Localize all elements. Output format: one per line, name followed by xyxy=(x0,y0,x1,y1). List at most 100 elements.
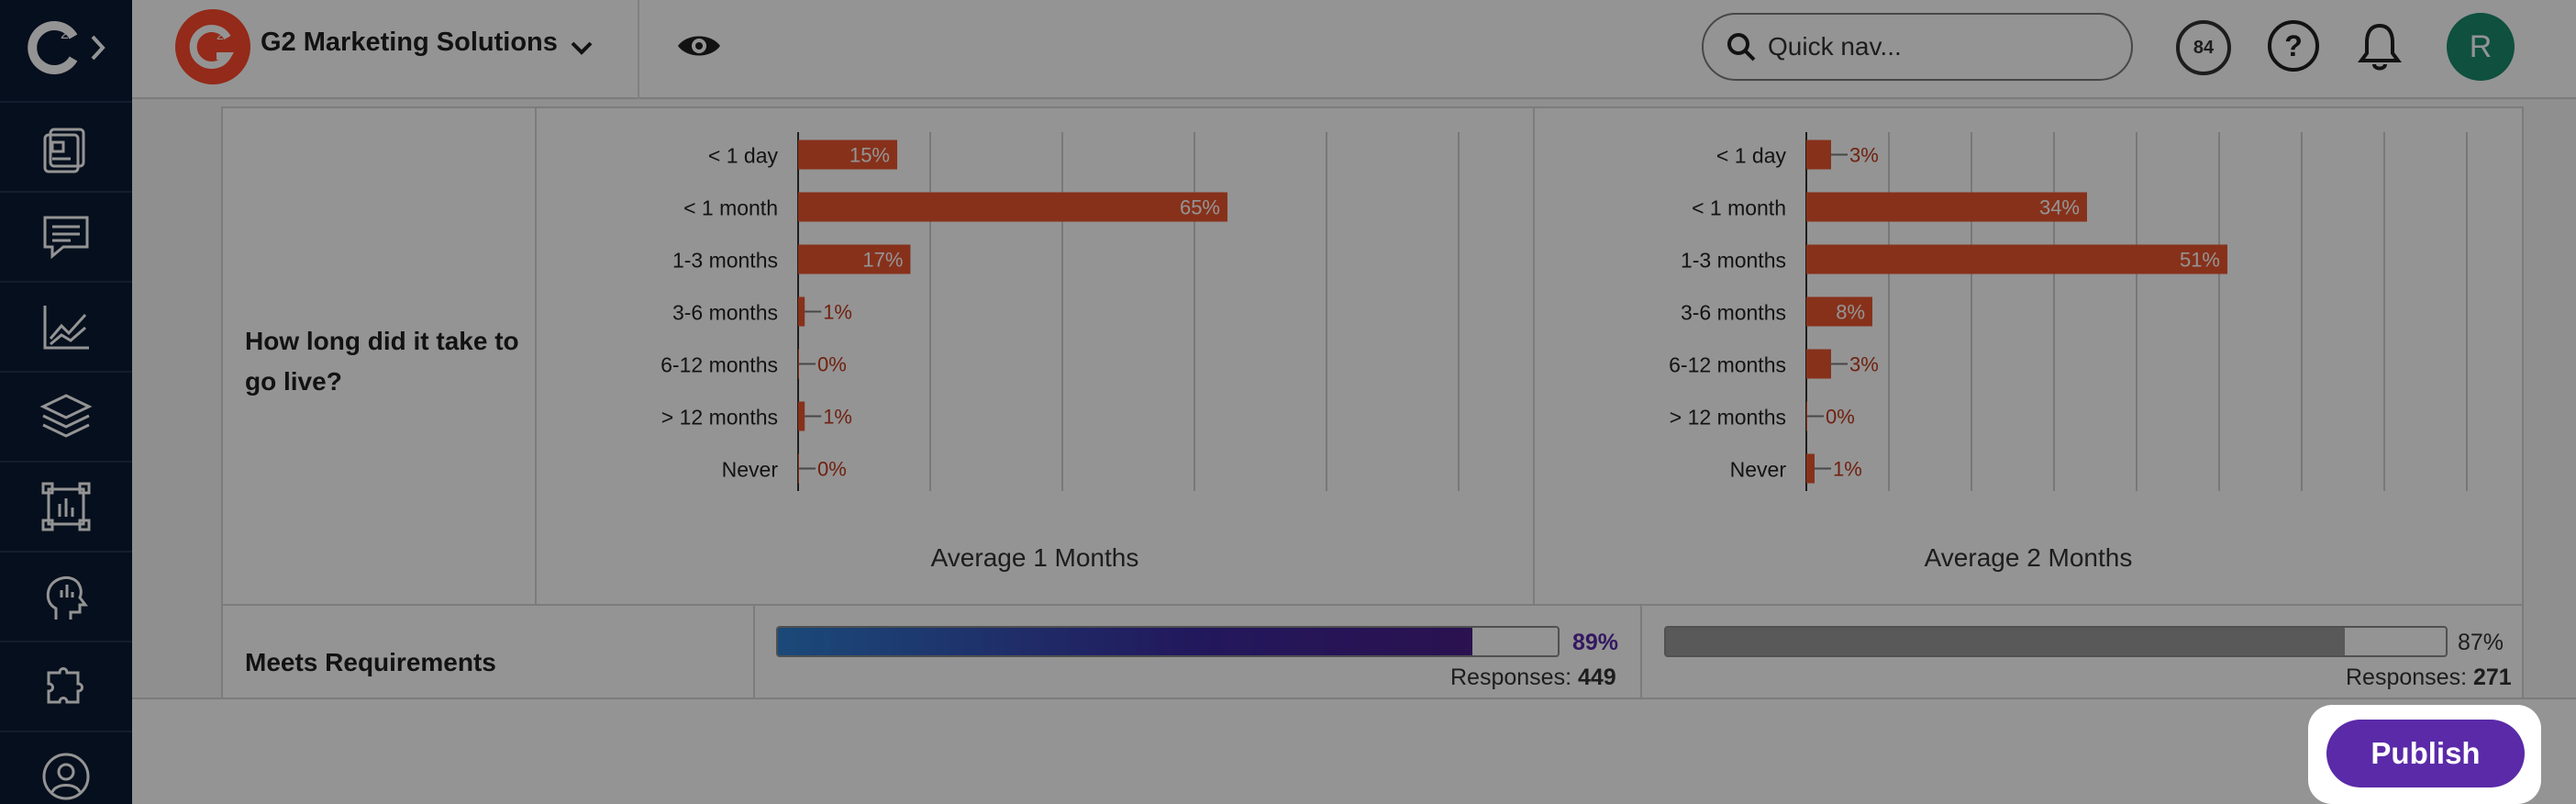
category-label: < 1 day xyxy=(1716,144,1787,168)
org-name[interactable]: G2 Marketing Solutions xyxy=(261,28,558,58)
bar-value-label: 8% xyxy=(1836,301,1865,324)
footer-bar xyxy=(132,698,2576,804)
category-label: 3-6 months xyxy=(1681,301,1786,325)
bar-value-label: 1% xyxy=(823,301,852,324)
sidebar-item-profile[interactable] xyxy=(0,731,132,804)
quick-nav-placeholder: Quick nav... xyxy=(1768,32,1902,61)
help-icon[interactable]: ? xyxy=(2268,20,2319,72)
sidebar-item-reports[interactable] xyxy=(0,461,132,550)
reviews-icon xyxy=(39,210,93,263)
sidebar-item-layers[interactable] xyxy=(0,371,132,460)
meets-requirements-progress-right xyxy=(1664,626,2448,657)
quick-nav-search[interactable]: Quick nav... xyxy=(1702,13,2133,81)
sidebar-item-buyer-intent[interactable] xyxy=(0,551,132,640)
go-live-question: How long did it take to go live? xyxy=(245,321,520,402)
bar xyxy=(1806,454,1815,484)
org-switcher-chevron-icon[interactable] xyxy=(563,29,600,66)
go-live-chart-right: < 1 day 3% < 1 month 34% 1-3 months 51% 3-6 mo… xyxy=(1535,108,2522,606)
sidebar: 2 xyxy=(0,0,132,804)
go-live-bar-chart-left: < 1 day 15% < 1 month 65% 1-3 months 17% 3-6 m… xyxy=(537,108,1535,530)
bar-value-label: 1% xyxy=(1833,458,1862,481)
sidebar-item-dashboard[interactable] xyxy=(0,101,132,190)
responses-label-right: Responses: xyxy=(2346,664,2467,690)
progress-fill-right xyxy=(1666,628,2345,655)
category-label: > 12 months xyxy=(1670,406,1786,430)
dashboard-icon xyxy=(39,120,93,173)
comparison-content: How long did it take to go live? < 1 day… xyxy=(132,99,2576,698)
profile-icon xyxy=(39,750,93,803)
go-live-average-right: Average 2 Months xyxy=(1535,543,2522,573)
org-logo: 2 xyxy=(175,9,250,84)
integrations-icon xyxy=(39,660,93,713)
g2-home-link[interactable]: 2 xyxy=(0,0,132,95)
responses-right: Responses: 271 xyxy=(2346,664,2512,691)
user-avatar[interactable]: R xyxy=(2447,13,2515,81)
responses-left: Responses: 449 xyxy=(1450,664,1616,691)
category-label: 6-12 months xyxy=(1669,353,1786,377)
g2-logo-icon: 2 xyxy=(26,18,84,77)
category-label: > 12 months xyxy=(661,406,778,430)
publish-button[interactable]: Publish xyxy=(2326,720,2525,787)
meets-requirements-percent-right: 87% xyxy=(2458,630,2504,656)
category-label: Never xyxy=(722,458,779,482)
layers-icon xyxy=(39,390,93,443)
sidebar-item-integrations[interactable] xyxy=(0,641,132,730)
category-label: 3-6 months xyxy=(672,301,778,325)
meets-requirements-label: Meets Requirements xyxy=(245,648,496,677)
bar xyxy=(798,297,805,327)
meets-requirements-row: Meets Requirements 89% Responses: 449 87… xyxy=(223,606,2522,698)
sidebar-item-reviews[interactable] xyxy=(0,191,132,280)
notifications-bell-icon[interactable] xyxy=(2352,17,2407,75)
expand-chevron-icon[interactable] xyxy=(90,34,106,61)
meets-requirements-percent-left: 89% xyxy=(1572,630,1618,656)
svg-text:2: 2 xyxy=(217,28,224,42)
responses-count-right: 271 xyxy=(2473,664,2512,690)
progress-fill-left xyxy=(778,628,1472,655)
category-label: < 1 month xyxy=(683,196,778,220)
go-live-bar-chart-right: < 1 day 3% < 1 month 34% 1-3 months 51% 3-6 mo… xyxy=(1535,108,2522,530)
bar-value-label: 17% xyxy=(862,249,903,272)
header-divider xyxy=(638,0,639,99)
category-label: 6-12 months xyxy=(661,353,778,377)
sidebar-item-analytics[interactable] xyxy=(0,281,132,370)
search-icon xyxy=(1726,31,1757,62)
bar-value-label: 1% xyxy=(823,406,852,429)
bar xyxy=(1806,245,2227,274)
bar-value-label: 15% xyxy=(849,144,890,167)
bar xyxy=(798,454,799,484)
bar xyxy=(798,193,1227,222)
bar-value-label: 51% xyxy=(2180,249,2220,272)
reports-icon xyxy=(39,480,93,533)
category-label: 1-3 months xyxy=(1681,249,1786,273)
category-label: 1-3 months xyxy=(672,249,778,273)
category-label: < 1 day xyxy=(708,144,779,168)
column-divider xyxy=(753,606,755,698)
meets-requirements-progress-left xyxy=(776,626,1560,657)
category-label: < 1 month xyxy=(1692,196,1786,220)
profile-score-badge[interactable]: 84 xyxy=(2176,20,2231,75)
bar-value-label: 34% xyxy=(2039,196,2080,219)
bar xyxy=(798,350,799,379)
bar-value-label: 0% xyxy=(817,458,847,481)
bar xyxy=(798,402,805,431)
bar xyxy=(1806,402,1807,431)
comparison-table: How long did it take to go live? < 1 day… xyxy=(221,106,2524,698)
bar-value-label: 3% xyxy=(1849,353,1879,376)
go-live-chart-left: < 1 day 15% < 1 month 65% 1-3 months 17% 3-6 m… xyxy=(537,108,1535,606)
column-divider xyxy=(1640,606,1642,698)
preview-eye-icon[interactable] xyxy=(673,20,725,72)
bar-value-label: 0% xyxy=(1826,406,1855,429)
bar xyxy=(1806,140,1831,170)
buyer-intent-icon xyxy=(39,570,93,623)
go-live-row: How long did it take to go live? < 1 day… xyxy=(223,106,2522,606)
bar-value-label: 3% xyxy=(1849,144,1879,167)
bar-value-label: 0% xyxy=(817,353,847,376)
svg-text:2: 2 xyxy=(61,27,69,42)
bar-value-label: 65% xyxy=(1180,196,1220,219)
g2-org-logo-icon: 2 xyxy=(187,21,239,73)
top-header: 2 G2 Marketing Solutions Quick nav... 84… xyxy=(132,0,2576,99)
bar xyxy=(1806,350,1831,379)
responses-count-left: 449 xyxy=(1578,664,1616,690)
analytics-icon xyxy=(39,300,93,353)
go-live-average-left: Average 1 Months xyxy=(537,543,1533,573)
